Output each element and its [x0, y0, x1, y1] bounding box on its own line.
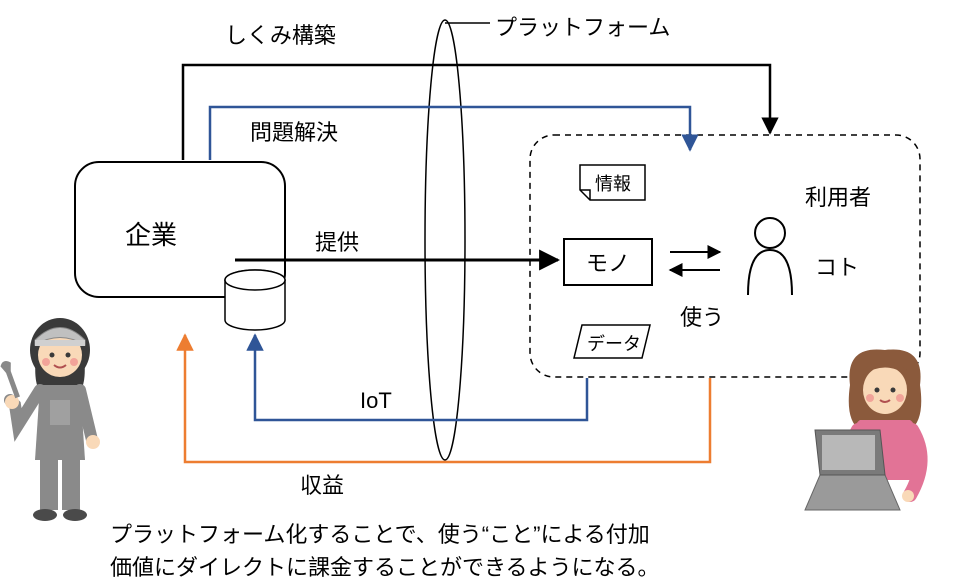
problem-solving-label: 問題解決 [250, 115, 338, 147]
exchange-arrows [670, 252, 720, 270]
iot-arrow [255, 335, 587, 420]
worker-figure [0, 318, 100, 521]
caption-line2: 価値にダイレクトに課金することができるようになる。 [110, 551, 660, 584]
info-label: 情報 [595, 170, 631, 196]
iot-label: IoT [360, 388, 392, 414]
platform-label: プラットフォーム [495, 10, 670, 42]
laptop-user-figure [805, 349, 922, 510]
provide-label: 提供 [315, 225, 359, 257]
mono-box: モノ [563, 238, 653, 286]
mechanism-label: しくみ構築 [225, 18, 336, 50]
caption-line1: プラットフォーム化することで、使う“こと”による付加 [110, 518, 660, 551]
enterprise-box [75, 162, 285, 297]
mono-label: モノ [586, 246, 630, 278]
caption: プラットフォーム化することで、使う“こと”による付加 価値にダイレクトに課金する… [110, 518, 660, 584]
revenue-label: 収益 [300, 468, 344, 500]
data-label: データ [587, 330, 641, 356]
user-icon [748, 218, 792, 295]
koto-label: コト [815, 250, 859, 282]
use-label: 使う [680, 300, 724, 332]
cylinder-icon [225, 270, 285, 330]
enterprise-label: 企業 [125, 215, 177, 252]
user-label: 利用者 [805, 180, 871, 212]
platform-ellipse [425, 20, 465, 460]
diagram-canvas [0, 0, 960, 587]
